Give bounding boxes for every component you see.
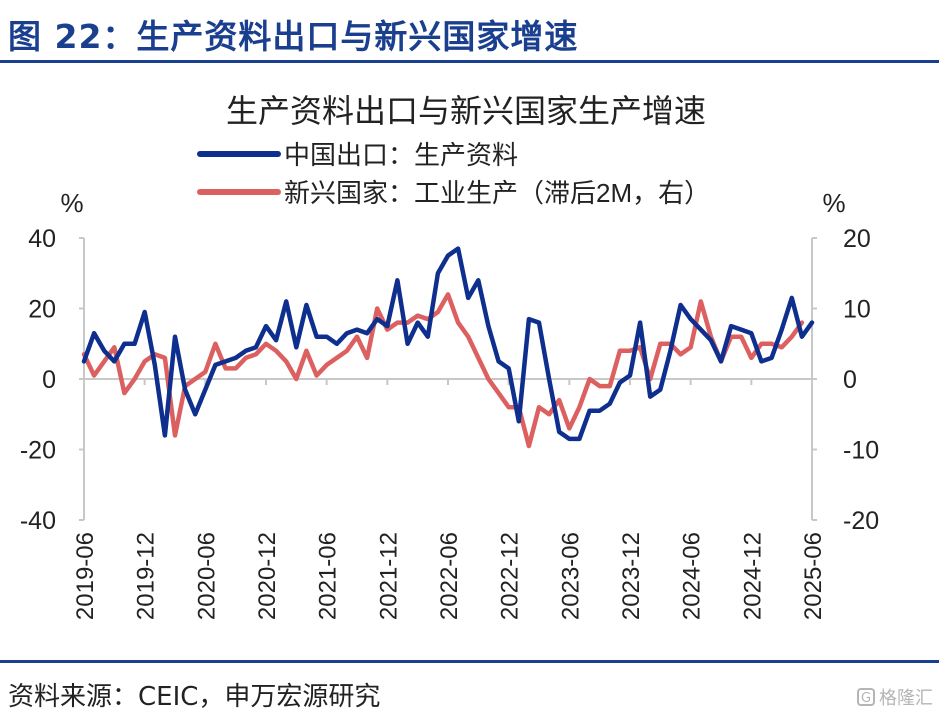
right-tick-label: 0: [843, 366, 857, 394]
x-axis-labels: 2019-06 2019-12 2020-06 2020-12 2021-06 2021-…: [72, 532, 827, 620]
legend-label-export: 中国出口：生产资料: [284, 140, 518, 170]
x-tick-label: 2021-06: [315, 532, 342, 620]
x-tick-label: 2023-06: [557, 532, 584, 620]
x-tick-label: 2024-06: [679, 532, 706, 620]
watermark-logo: G: [857, 688, 875, 706]
right-tick-label: 10: [843, 296, 871, 324]
legend-label-ip: 新兴国家：工业生产（滞后2M，右）: [284, 178, 710, 208]
x-tick-label: 2020-06: [193, 532, 220, 620]
left-axis-unit: %: [60, 188, 83, 218]
legend: 中国出口：生产资料 新兴国家：工业生产（滞后2M，右）: [197, 140, 710, 208]
right-axis-unit: %: [822, 188, 845, 218]
top-rule: [0, 60, 939, 63]
plot-area: [81, 246, 815, 449]
x-tick-label: 2019-06: [72, 532, 99, 620]
x-tick-label: 2022-06: [436, 532, 463, 620]
series-line-ip: [81, 292, 805, 449]
x-tick-label: 2019-12: [133, 532, 160, 620]
bottom-rule: [0, 660, 939, 663]
figure-title: 图 22：生产资料出口与新兴国家增速: [8, 17, 579, 56]
chart-title: 生产资料出口与新兴国家生产增速: [226, 93, 706, 129]
watermark: G 格隆汇: [857, 684, 933, 710]
left-tick-label: 40: [28, 225, 56, 253]
left-tick-label: 20: [28, 296, 56, 324]
x-tick-label: 2020-12: [254, 532, 281, 620]
x-tick-label: 2023-12: [618, 532, 645, 620]
left-tick-label: 0: [42, 366, 56, 394]
x-tick-label: 2025-06: [800, 532, 827, 620]
x-tick-label: 2024-12: [739, 532, 766, 620]
x-tick-label: 2021-12: [375, 532, 402, 620]
series-line-export: [81, 246, 815, 442]
right-tick-label: -20: [843, 507, 879, 535]
axes: -40 -20 0 20 40 -20 -10 0 10 20: [20, 225, 879, 535]
x-tick-label: 2022-12: [497, 532, 524, 620]
source-note: 资料来源：CEIC，申万宏源研究: [8, 682, 381, 712]
watermark-text: 格隆汇: [879, 688, 933, 709]
right-tick-label: 20: [843, 225, 871, 253]
left-tick-label: -40: [20, 507, 56, 535]
right-tick-label: -10: [843, 437, 879, 465]
chart: 生产资料出口与新兴国家生产增速 中国出口：生产资料 新兴国家：工业生产（滞后2M…: [20, 93, 879, 620]
left-tick-label: -20: [20, 437, 56, 465]
